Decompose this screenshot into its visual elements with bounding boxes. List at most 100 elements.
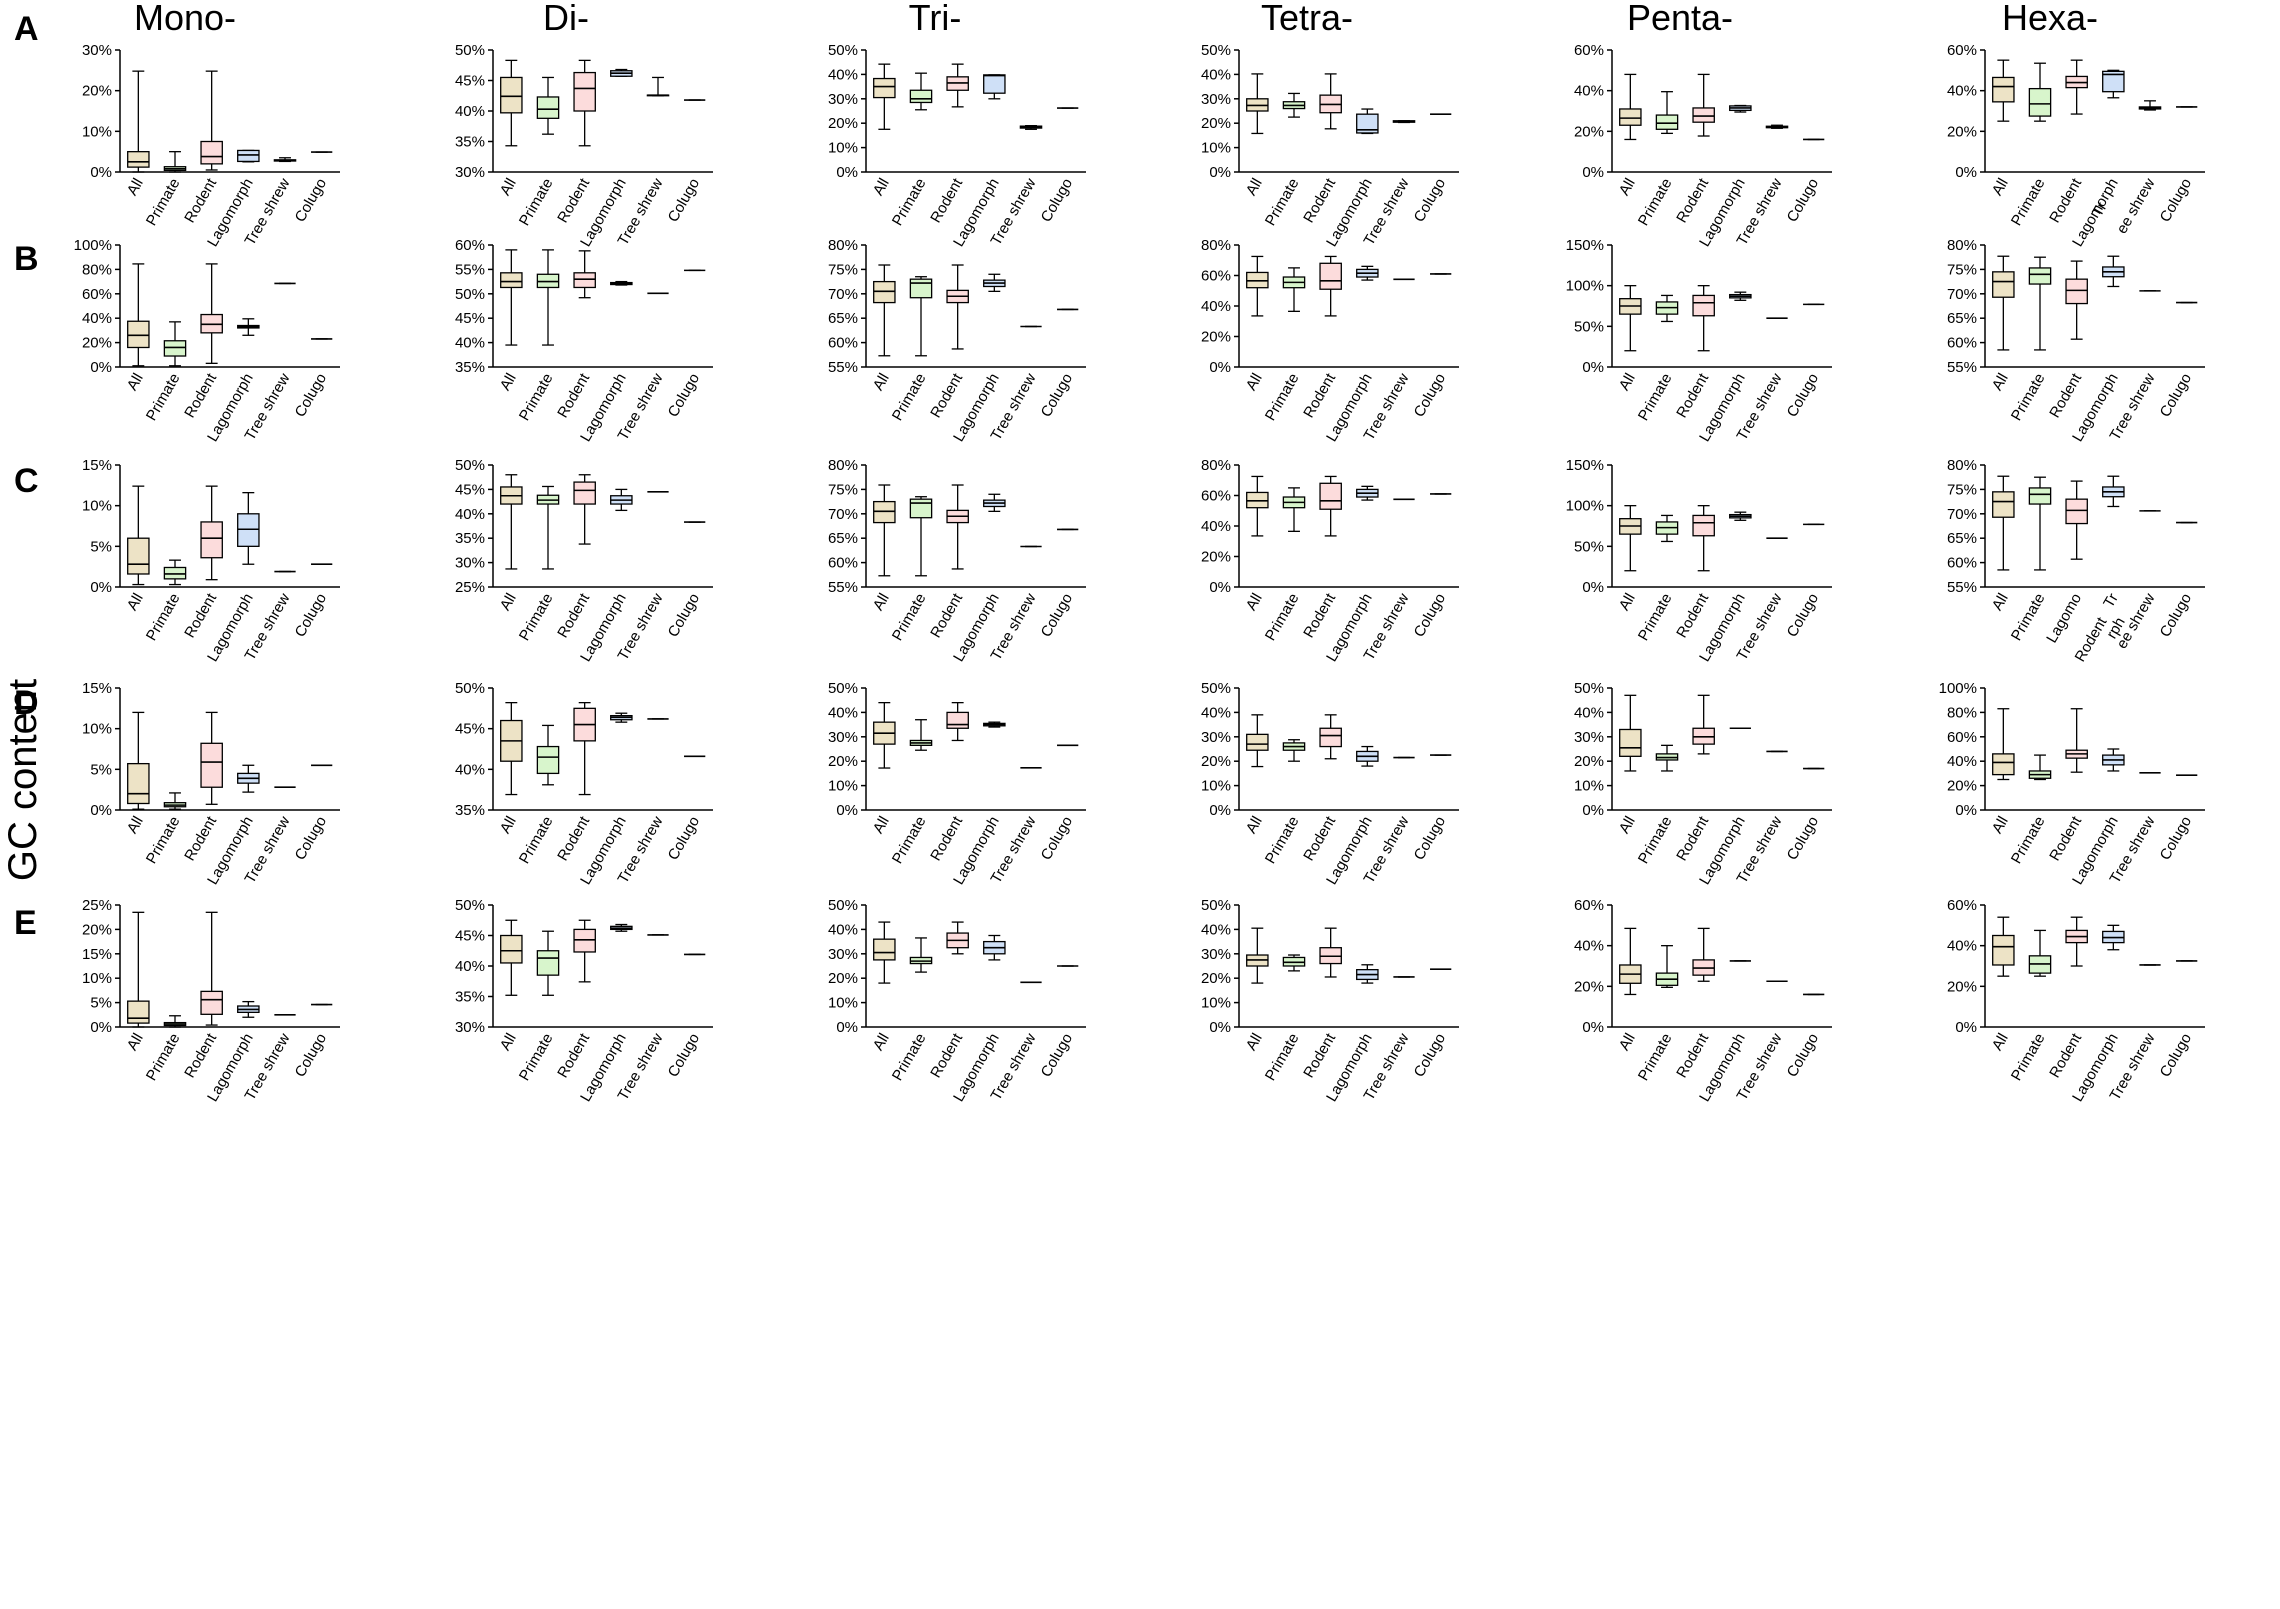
- category-label: Rodent: [554, 370, 593, 421]
- panel-A-Tetra: 0%10%20%30%40%50%AllPrimateRodentLagomor…: [1201, 42, 1459, 250]
- y-tick-label: 80%: [1947, 457, 1977, 474]
- box-0: [1246, 255, 1269, 317]
- category-label: All: [1243, 176, 1266, 199]
- box-0: [1619, 927, 1642, 996]
- box-3: [1356, 745, 1379, 767]
- category-label: All: [1616, 591, 1639, 614]
- y-tick-label: 0%: [1955, 1019, 1977, 1036]
- box-0: [127, 911, 150, 1028]
- category-label: All: [124, 591, 147, 614]
- category-label: Rodent: [1673, 175, 1712, 226]
- box-0: [1619, 285, 1642, 352]
- panel-D-Hexa: 0%20%40%60%80%100%AllPrimateRodentLagomo…: [1939, 680, 2205, 888]
- box-2: [1692, 927, 1715, 982]
- box-1: [2028, 476, 2052, 571]
- box-iqr: [1655, 114, 1679, 130]
- y-tick-label: 70%: [1947, 506, 1977, 523]
- y-tick-label: 50%: [455, 42, 485, 59]
- column-title: Di-: [543, 0, 589, 38]
- box-4: [646, 76, 670, 97]
- box-iqr: [2102, 70, 2125, 93]
- category-label: Colugo: [1038, 371, 1076, 421]
- category-label: Colugo: [1038, 176, 1076, 226]
- box-1: [1655, 945, 1679, 988]
- box-iqr: [237, 513, 260, 547]
- y-tick-label: 80%: [1947, 237, 1977, 254]
- box-iqr: [1619, 108, 1642, 126]
- box-2: [946, 264, 969, 350]
- box-2: [1319, 714, 1342, 760]
- y-tick-label: 20%: [1201, 329, 1231, 346]
- box-iqr: [1992, 76, 2015, 103]
- category-label: Colugo: [1411, 814, 1449, 864]
- y-tick-label: 20%: [1201, 115, 1231, 132]
- category-label: Primate: [516, 371, 557, 424]
- panel-E-Tetra: 0%10%20%30%40%50%AllPrimateRodentLagomor…: [1201, 897, 1459, 1105]
- box-2: [573, 919, 596, 983]
- y-tick-label: 65%: [1947, 310, 1977, 327]
- box-iqr: [200, 742, 223, 788]
- box-0: [1619, 73, 1642, 141]
- box-1: [163, 151, 187, 173]
- y-tick-label: 0%: [90, 164, 112, 181]
- y-tick-label: 0%: [836, 802, 858, 819]
- box-0: [1619, 694, 1642, 772]
- box-3: [237, 764, 260, 793]
- y-tick-label: 0%: [1209, 579, 1231, 596]
- y-tick-label: 40%: [1947, 938, 1977, 955]
- category-label: Primate: [2008, 591, 2049, 644]
- box-1: [909, 719, 933, 751]
- box-iqr: [1992, 934, 2015, 966]
- y-tick-label: 50%: [455, 680, 485, 697]
- category-label: Colugo: [2157, 591, 2195, 641]
- category-label: Rodent: [1300, 370, 1339, 421]
- y-tick-label: 60%: [1947, 42, 1977, 59]
- y-tick-label: 75%: [828, 481, 858, 498]
- box-iqr: [873, 938, 896, 961]
- box-2: [1692, 285, 1715, 352]
- panel-C-Tetra: 0%20%40%60%80%AllPrimateRodentLagomorphT…: [1201, 457, 1459, 665]
- y-tick-label: 80%: [828, 457, 858, 474]
- panel-B-Di: 35%40%45%50%55%60%AllPrimateRodentLagomo…: [455, 237, 713, 445]
- y-tick-label: 60%: [1574, 42, 1604, 59]
- box-0: [1992, 916, 2015, 977]
- panel-E-Mono: 0%5%10%15%20%25%AllPrimateRodentLagomorp…: [82, 897, 340, 1105]
- category-label: Rodent: [181, 370, 220, 421]
- y-tick-label: 10%: [828, 778, 858, 795]
- y-tick-label: 30%: [1201, 729, 1231, 746]
- box-3: [610, 712, 633, 723]
- y-tick-label: 35%: [455, 530, 485, 547]
- category-label: Rodent: [1300, 813, 1339, 864]
- y-tick-label: 30%: [82, 42, 112, 59]
- category-label: Rodent: [181, 813, 220, 864]
- box-3: [1356, 964, 1379, 984]
- y-tick-label: 0%: [90, 1019, 112, 1036]
- y-tick-label: 75%: [1947, 481, 1977, 498]
- box-iqr: [1692, 107, 1715, 123]
- box-0: [500, 249, 523, 346]
- category-label: All: [1989, 371, 2012, 394]
- box-iqr: [536, 745, 560, 775]
- y-tick-label: 50%: [828, 42, 858, 59]
- box-4: [273, 157, 297, 163]
- box-2: [573, 701, 596, 796]
- y-tick-label: 10%: [82, 721, 112, 738]
- y-tick-label: 0%: [1582, 579, 1604, 596]
- box-iqr: [909, 498, 933, 519]
- category-label: Colugo: [1784, 371, 1822, 421]
- box-iqr: [1356, 113, 1379, 134]
- category-label: Primate: [2008, 371, 2049, 424]
- category-label: Colugo: [1784, 814, 1822, 864]
- y-tick-label: 10%: [1201, 995, 1231, 1012]
- box-iqr: [163, 340, 187, 357]
- box-3: [983, 74, 1006, 100]
- box-0: [500, 59, 523, 147]
- box-4: [1392, 120, 1416, 124]
- category-label: Colugo: [1038, 814, 1076, 864]
- category-label: Colugo: [292, 371, 330, 421]
- y-tick-label: 0%: [90, 359, 112, 376]
- box-2: [573, 59, 596, 147]
- y-tick-label: 60%: [828, 555, 858, 572]
- box-3: [610, 923, 633, 932]
- y-tick-label: 80%: [1947, 704, 1977, 721]
